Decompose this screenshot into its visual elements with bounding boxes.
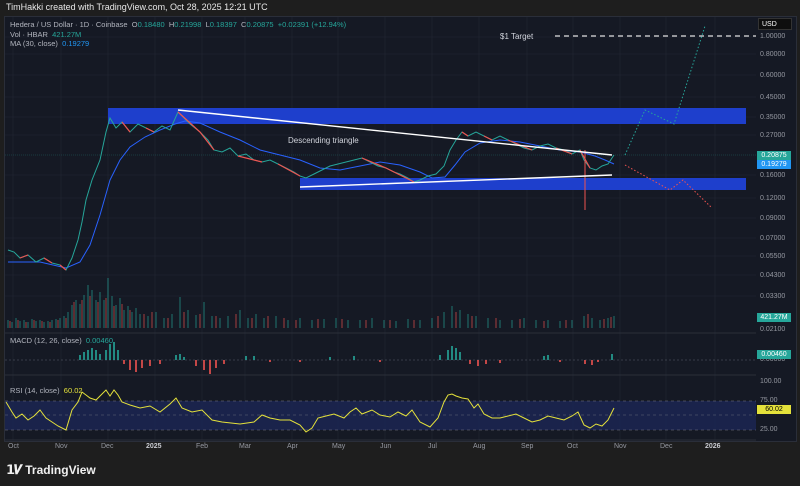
time-tick: Dec [101, 443, 114, 450]
credit-text: TimHakki created with TradingView.com, O… [6, 2, 268, 12]
time-tick: Nov [614, 443, 627, 450]
resistance-zone [108, 108, 746, 124]
price-tick: 0.05500 [760, 253, 786, 260]
time-tick: Mar [239, 443, 252, 450]
volume-legend: Vol · HBAR 421.27M [10, 30, 82, 39]
price-tick: 0.09000 [760, 215, 786, 222]
volume-bars [7, 278, 615, 328]
price-tick: 0.12000 [760, 195, 786, 202]
price-tick: 1.00000 [760, 33, 786, 40]
time-tick: Feb [196, 443, 209, 450]
price-tick: 0.80000 [760, 51, 786, 58]
triangle-upper [177, 109, 613, 156]
time-tick: Sep [521, 443, 534, 450]
price-tick: 0.07000 [760, 235, 786, 242]
bull-projection [624, 25, 706, 156]
price-tick: 0.16000 [760, 172, 786, 179]
time-tick: May [332, 443, 346, 450]
time-tick: 2025 [146, 443, 162, 450]
rsi-line [5, 389, 615, 433]
time-tick: Dec [660, 443, 673, 450]
rsi-tag: 60.02 [757, 405, 791, 414]
macd-tick: 0.00000 [760, 356, 786, 363]
rsi-tick: 25.00 [760, 426, 778, 433]
rsi-tick: 75.00 [760, 397, 778, 404]
tradingview-logo-icon: 𝟭𝑽 [6, 462, 22, 477]
time-tick: Jun [380, 443, 392, 450]
macd-histogram-down [123, 360, 599, 374]
time-tick: Oct [8, 443, 19, 450]
price-tick: 0.35000 [760, 114, 786, 121]
price-tick: 0.03300 [760, 293, 786, 300]
rsi-tick: 100.00 [760, 378, 782, 385]
triangle-lower [299, 174, 613, 188]
price-axis[interactable] [757, 16, 797, 442]
price-tick: 0.02100 [760, 326, 786, 333]
tradingview-branding[interactable]: 𝟭𝑽 TradingView [6, 462, 96, 478]
symbol-legend: Hedera / US Dollar · 1D · Coinbase O0.18… [10, 20, 347, 29]
price-tick: 0.27000 [760, 132, 786, 139]
grid-lines [5, 17, 756, 440]
chart-frame[interactable] [4, 16, 758, 442]
time-tick: Nov [55, 443, 68, 450]
volume-tag: 421.27M [757, 313, 791, 322]
price-line-up [7, 111, 615, 271]
time-tick: Oct [567, 443, 578, 450]
brand-name: TradingView [25, 463, 96, 477]
time-tick: Apr [287, 443, 298, 450]
ma-line [8, 120, 615, 269]
price-tick: 0.45000 [760, 94, 786, 101]
macd-legend: MACD (12, 26, close) 0.00460 [10, 336, 113, 345]
bear-projection [624, 164, 713, 209]
last-price-tag: 0.20875 [757, 151, 791, 160]
price-tick: 0.04300 [760, 272, 786, 279]
time-tick: 2026 [705, 443, 721, 450]
price-tick: 0.60000 [760, 72, 786, 79]
ma-price-tag: 0.19279 [757, 160, 791, 169]
macd-tag: 0.00460 [757, 350, 791, 359]
header-bar: TimHakki created with TradingView.com, O… [0, 0, 800, 16]
rsi-legend: RSI (14, close) 60.02 [10, 386, 83, 395]
time-tick: Aug [473, 443, 486, 450]
currency-selector[interactable]: USD [758, 18, 792, 30]
time-tick: Jul [428, 443, 437, 450]
ma-legend: MA (30, close) 0.19279 [10, 39, 90, 48]
target-label: $1 Target [500, 32, 534, 41]
macd-histogram-up [79, 342, 613, 360]
pattern-label: Descending triangle [288, 136, 359, 145]
